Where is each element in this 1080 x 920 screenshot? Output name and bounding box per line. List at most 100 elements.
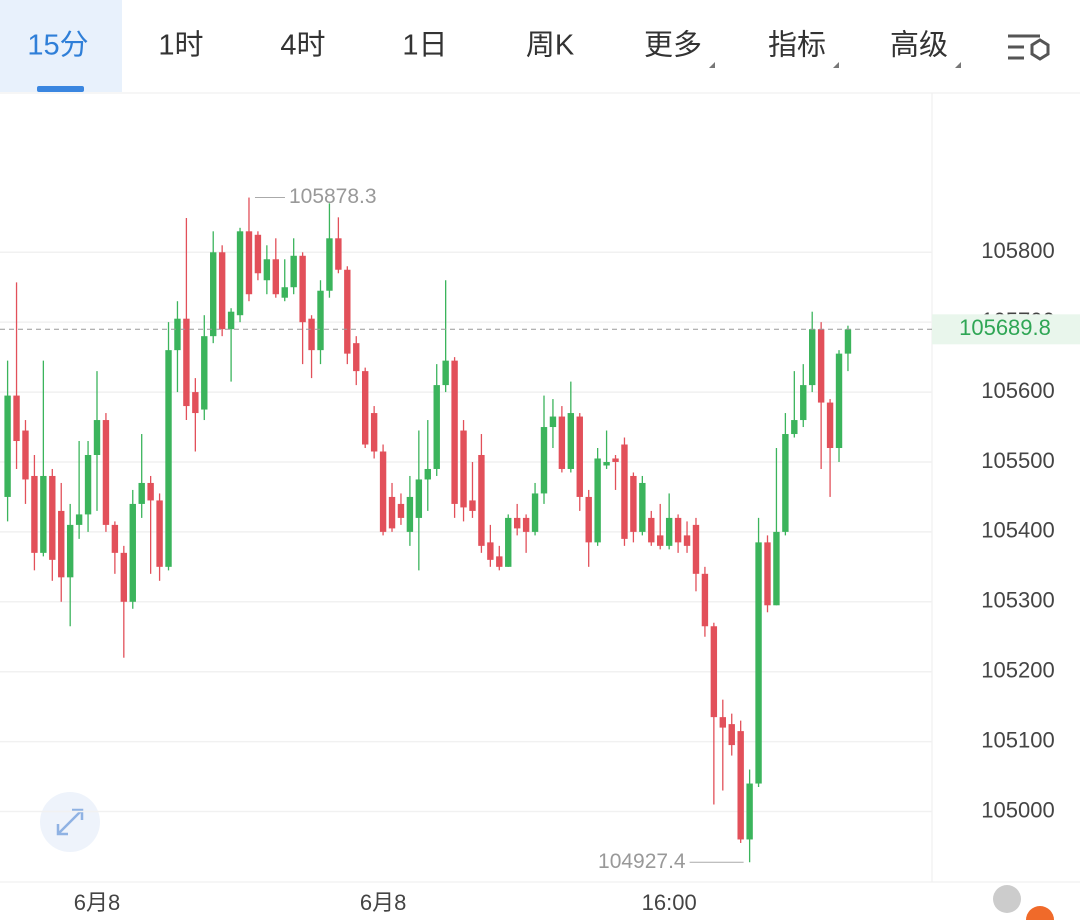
candle-body bbox=[728, 724, 735, 746]
candle-body bbox=[621, 444, 628, 539]
candle-body bbox=[540, 427, 548, 494]
tab[interactable]: 指标 bbox=[768, 29, 826, 62]
candle-body bbox=[737, 731, 744, 840]
candle-body bbox=[576, 416, 583, 497]
tab[interactable]: 4时 bbox=[280, 29, 325, 62]
dropdown-indicator bbox=[955, 62, 961, 68]
tab[interactable]: 1时 bbox=[158, 29, 203, 62]
y-tick-label: 105800 bbox=[981, 238, 1054, 263]
candle-body bbox=[326, 238, 333, 291]
candle-body bbox=[773, 531, 780, 606]
scroll-start-button[interactable] bbox=[993, 885, 1021, 913]
tab[interactable]: 高级 bbox=[890, 29, 948, 62]
tab[interactable]: 周K bbox=[526, 30, 575, 62]
candle-body bbox=[719, 717, 726, 728]
candle-body bbox=[75, 514, 83, 525]
candle-body bbox=[478, 454, 485, 546]
candle-body bbox=[782, 434, 789, 532]
candle-body bbox=[531, 493, 539, 532]
candle-body bbox=[129, 503, 136, 602]
candle-body bbox=[147, 482, 154, 501]
candle-body bbox=[513, 517, 521, 529]
candle-body bbox=[549, 416, 557, 428]
candle-body bbox=[156, 500, 163, 567]
candle-body bbox=[308, 318, 315, 351]
candle-body bbox=[460, 430, 467, 508]
candle-body bbox=[612, 458, 619, 462]
candle-body bbox=[4, 395, 11, 497]
candle-body bbox=[746, 783, 753, 840]
candle-body bbox=[201, 336, 208, 410]
x-tick-label: 6月8 bbox=[360, 890, 406, 915]
candle-body bbox=[290, 255, 297, 288]
candle-body bbox=[683, 535, 691, 546]
candle-body bbox=[66, 524, 74, 578]
candle-body bbox=[415, 479, 423, 518]
candle-body bbox=[424, 468, 431, 480]
candle-body bbox=[245, 231, 253, 295]
x-tick-label: 6月8 bbox=[74, 890, 120, 915]
candle-body bbox=[648, 517, 655, 543]
candle-body bbox=[183, 318, 190, 407]
candle-body bbox=[93, 420, 101, 455]
candle-body bbox=[138, 482, 145, 504]
candle-body bbox=[406, 496, 414, 532]
expand-button[interactable] bbox=[40, 792, 100, 852]
last-price-label: 105689.8 bbox=[959, 315, 1051, 340]
candle-body bbox=[353, 343, 360, 372]
x-tick-label: 16:00 bbox=[642, 890, 697, 915]
candle-body bbox=[379, 451, 387, 532]
candle-body bbox=[254, 234, 262, 274]
y-tick-label: 105200 bbox=[981, 658, 1054, 683]
high-label: 105878.3 bbox=[289, 185, 377, 208]
candle-body bbox=[817, 329, 825, 403]
candle-body bbox=[49, 475, 56, 560]
candle-body bbox=[165, 350, 172, 567]
candle-body bbox=[111, 524, 119, 553]
candle-body bbox=[31, 475, 38, 553]
candle-body bbox=[791, 420, 798, 435]
candle-body bbox=[362, 371, 369, 445]
candle-body bbox=[335, 238, 342, 270]
candle-body bbox=[567, 413, 575, 469]
candle-body bbox=[58, 510, 65, 578]
candle-body bbox=[263, 259, 271, 281]
candle-body bbox=[594, 458, 601, 543]
dropdown-indicator bbox=[709, 62, 715, 68]
candle-body bbox=[236, 231, 244, 316]
y-tick-label: 105400 bbox=[981, 518, 1054, 543]
candle-body bbox=[710, 626, 718, 718]
dropdown-indicator bbox=[833, 62, 839, 68]
settings-icon[interactable] bbox=[1008, 34, 1050, 61]
candle-body bbox=[496, 556, 503, 567]
candle-body bbox=[218, 252, 226, 330]
candle-body bbox=[299, 255, 306, 323]
candle-body bbox=[451, 360, 458, 504]
candle-body bbox=[826, 402, 834, 449]
candle-body bbox=[522, 517, 530, 532]
tab[interactable]: 15分 bbox=[27, 30, 88, 62]
candle-body bbox=[433, 385, 440, 469]
candle-body bbox=[835, 353, 843, 449]
candle-body bbox=[487, 542, 494, 560]
candle-body bbox=[692, 524, 700, 574]
candle-body bbox=[585, 496, 592, 543]
y-tick-label: 105300 bbox=[981, 588, 1054, 613]
candle-body bbox=[442, 360, 449, 386]
tab[interactable]: 1日 bbox=[402, 30, 447, 62]
active-tab-bg bbox=[0, 0, 122, 92]
candle-body bbox=[272, 259, 279, 295]
candle-body bbox=[809, 329, 816, 386]
candle-body bbox=[674, 517, 682, 543]
candle-body bbox=[281, 287, 288, 298]
tab[interactable]: 更多 bbox=[644, 29, 702, 62]
candle-body bbox=[13, 395, 20, 442]
candle-body bbox=[317, 290, 324, 351]
candle-body bbox=[370, 413, 378, 452]
float-button[interactable] bbox=[1026, 906, 1054, 920]
y-tick-label: 105600 bbox=[981, 378, 1054, 403]
candle-body bbox=[388, 496, 396, 529]
candle-body bbox=[397, 503, 405, 518]
candle-body bbox=[755, 542, 762, 784]
